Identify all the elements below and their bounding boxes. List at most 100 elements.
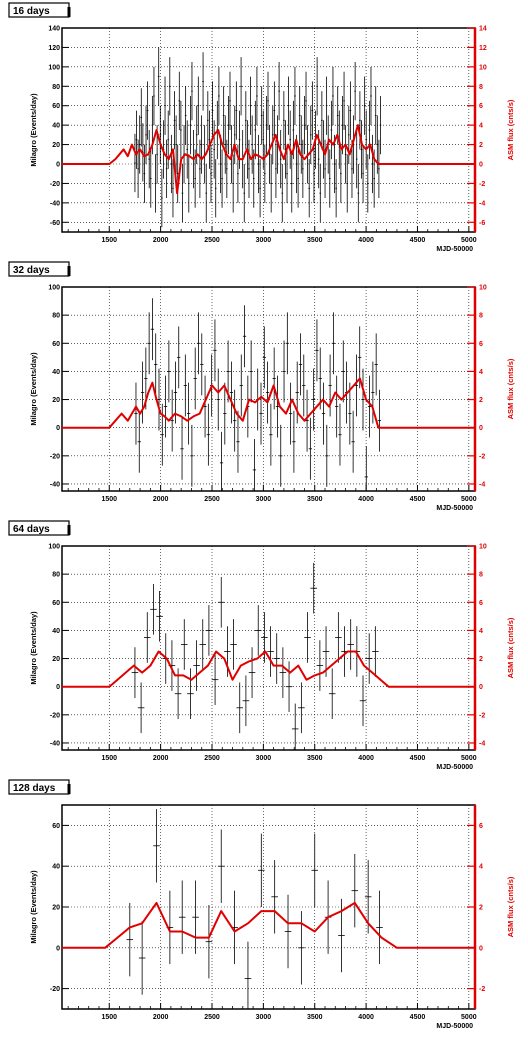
chart-title: 32 days bbox=[13, 265, 50, 276]
y-axis-label: Milagro (Events/day) bbox=[29, 611, 38, 685]
y2-tick-label: 6 bbox=[479, 103, 483, 110]
y-tick-label: 40 bbox=[52, 369, 60, 376]
y-tick-label: 20 bbox=[52, 397, 60, 404]
x-tick-label: 1500 bbox=[101, 1014, 117, 1021]
y-tick-label: 120 bbox=[48, 45, 60, 52]
y2-tick-label: 10 bbox=[479, 544, 487, 551]
x-tick-label: 4000 bbox=[358, 237, 374, 244]
y-tick-label: 100 bbox=[48, 544, 60, 551]
y2-tick-label: 10 bbox=[479, 64, 487, 71]
x-tick-label: 3500 bbox=[307, 496, 323, 503]
y2-tick-label: 4 bbox=[479, 123, 483, 130]
x-tick-label: 2500 bbox=[204, 496, 220, 503]
y-tick-label: 0 bbox=[56, 684, 60, 691]
y-tick-label: 60 bbox=[52, 823, 60, 830]
y-tick-label: 20 bbox=[52, 905, 60, 912]
y-tick-label: -20 bbox=[50, 181, 60, 188]
y2-tick-label: -2 bbox=[479, 453, 485, 460]
y2-tick-label: 6 bbox=[479, 341, 483, 348]
plot-frame bbox=[61, 286, 476, 492]
y-tick-label: 100 bbox=[48, 64, 60, 71]
x-tick-label: 4500 bbox=[410, 237, 426, 244]
x-tick-label: 1500 bbox=[101, 496, 117, 503]
y2-tick-label: -2 bbox=[479, 986, 485, 993]
y2-tick-label: 4 bbox=[479, 628, 483, 635]
asm-line bbox=[62, 124, 475, 195]
x-tick-label: 2000 bbox=[153, 1014, 169, 1021]
y-tick-label: -40 bbox=[50, 200, 60, 207]
y2-tick-label: 6 bbox=[479, 823, 483, 830]
y-tick-label: 0 bbox=[56, 945, 60, 952]
asm-line bbox=[62, 377, 475, 429]
y-tick-label: 80 bbox=[52, 84, 60, 91]
x-tick-label: 4000 bbox=[358, 755, 374, 762]
chart-title: 64 days bbox=[13, 524, 50, 535]
x-tick-label: 3000 bbox=[256, 496, 272, 503]
y2-axis-label: ASM flux (cnts/s) bbox=[506, 876, 515, 937]
asm-line bbox=[62, 650, 475, 688]
x-axis-label: MJD-50000 bbox=[436, 1023, 473, 1030]
x-tick-label: 2500 bbox=[204, 755, 220, 762]
y-tick-label: 140 bbox=[48, 26, 60, 33]
y2-tick-label: 0 bbox=[479, 162, 483, 169]
y2-tick-label: 14 bbox=[479, 26, 487, 33]
x-tick-label: 5000 bbox=[461, 755, 477, 762]
y2-tick-label: 0 bbox=[479, 425, 483, 432]
x-tick-label: 4500 bbox=[410, 1014, 426, 1021]
x-tick-label: 4500 bbox=[410, 755, 426, 762]
y2-tick-label: 8 bbox=[479, 84, 483, 91]
y-tick-label: 20 bbox=[52, 142, 60, 149]
x-tick-label: 4000 bbox=[358, 496, 374, 503]
y2-tick-label: 2 bbox=[479, 142, 483, 149]
y2-tick-label: 4 bbox=[479, 864, 483, 871]
x-tick-label: 3500 bbox=[307, 755, 323, 762]
plot-frame bbox=[61, 545, 476, 751]
y2-tick-label: 2 bbox=[479, 905, 483, 912]
x-tick-label: 2000 bbox=[153, 237, 169, 244]
y2-tick-label: 2 bbox=[479, 656, 483, 663]
x-tick-label: 5000 bbox=[461, 237, 477, 244]
y-tick-label: -20 bbox=[50, 453, 60, 460]
y-tick-label: 80 bbox=[52, 313, 60, 320]
y2-axis-label: ASM flux (cnts/s) bbox=[506, 617, 515, 678]
x-axis-label: MJD-50000 bbox=[436, 505, 473, 512]
x-tick-label: 3000 bbox=[256, 1014, 272, 1021]
x-tick-label: 2000 bbox=[153, 755, 169, 762]
y-tick-label: 60 bbox=[52, 600, 60, 607]
y2-tick-label: 10 bbox=[479, 285, 487, 292]
y2-tick-label: 4 bbox=[479, 369, 483, 376]
y-tick-label: -20 bbox=[50, 712, 60, 719]
x-tick-label: 5000 bbox=[461, 1014, 477, 1021]
x-tick-label: 4000 bbox=[358, 1014, 374, 1021]
y-tick-label: -40 bbox=[50, 740, 60, 747]
x-tick-label: 4500 bbox=[410, 496, 426, 503]
y-tick-label: 0 bbox=[56, 162, 60, 169]
y-tick-label: 60 bbox=[52, 103, 60, 110]
y-tick-label: 20 bbox=[52, 656, 60, 663]
x-axis-label: MJD-50000 bbox=[436, 764, 473, 771]
y2-tick-label: 0 bbox=[479, 945, 483, 952]
y2-tick-label: -2 bbox=[479, 181, 485, 188]
y-axis-label: Milagro (Events/day) bbox=[29, 352, 38, 426]
asm-line bbox=[62, 901, 475, 949]
y-tick-label: -40 bbox=[50, 481, 60, 488]
x-tick-label: 5000 bbox=[461, 496, 477, 503]
chart-title: 16 days bbox=[13, 6, 50, 17]
y2-tick-label: -4 bbox=[479, 740, 485, 747]
y2-tick-label: 8 bbox=[479, 313, 483, 320]
x-tick-label: 1500 bbox=[101, 237, 117, 244]
x-tick-label: 2500 bbox=[204, 1014, 220, 1021]
panel-2: 32 days 1500 20 0 0 2500 3000 3500 4000 4500 5000 M… bbox=[8, 261, 515, 512]
y-tick-label: 0 bbox=[56, 425, 60, 432]
x-tick-label: 1500 bbox=[101, 755, 117, 762]
y2-tick-label: -4 bbox=[479, 200, 485, 207]
x-tick-label: 3500 bbox=[307, 237, 323, 244]
y-tick-label: -20 bbox=[50, 986, 60, 993]
y-axis-label: Milagro (Events/day) bbox=[29, 870, 38, 944]
y2-tick-label: 0 bbox=[479, 684, 483, 691]
y2-tick-label: -2 bbox=[479, 712, 485, 719]
y2-tick-label: -4 bbox=[479, 481, 485, 488]
